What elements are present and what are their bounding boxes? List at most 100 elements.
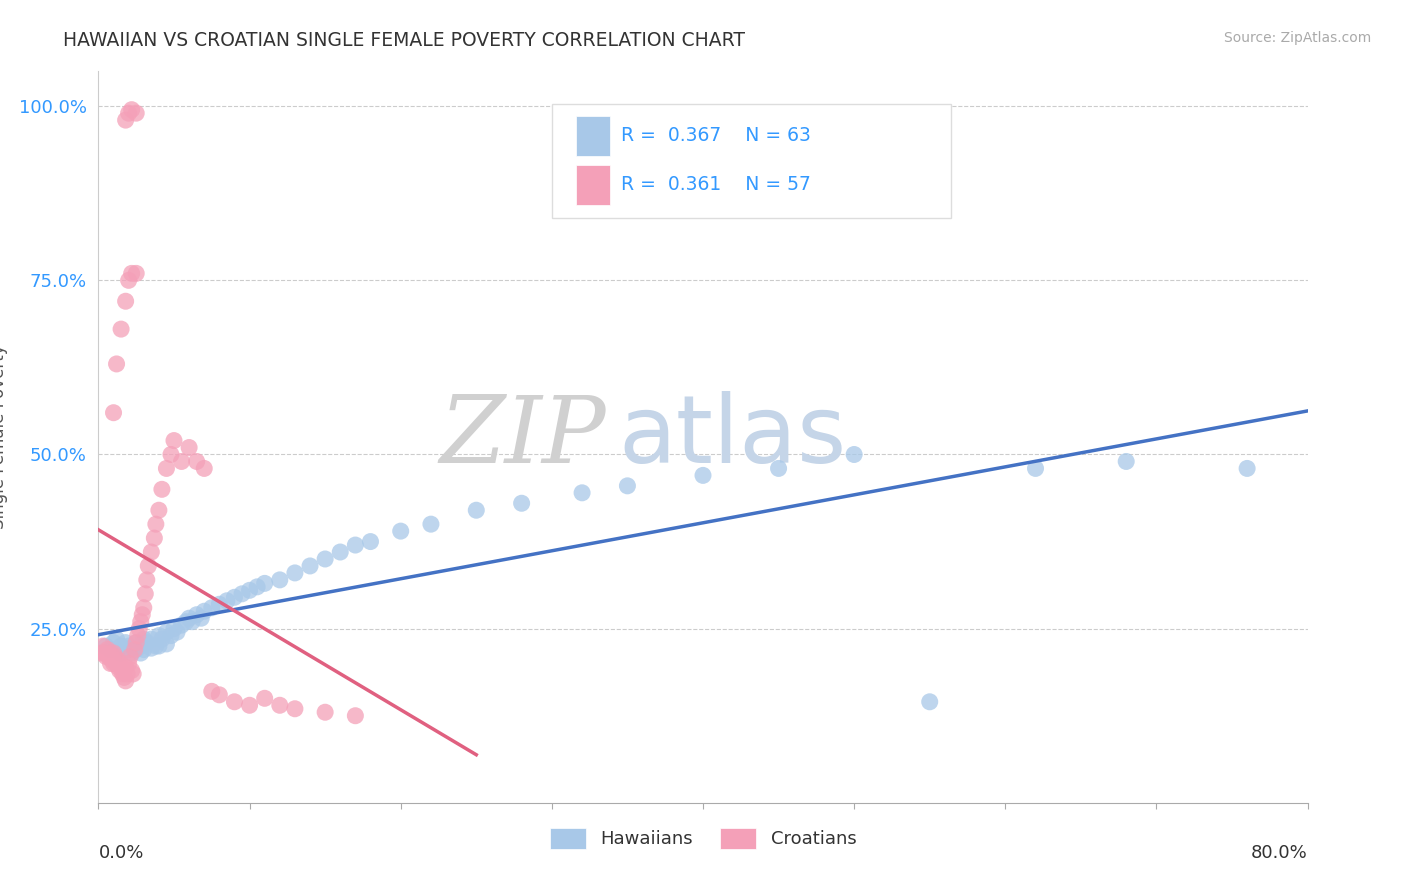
Point: [93, 646, 115, 660]
Point: [103, 657, 125, 671]
Point: [465, 503, 488, 517]
Point: [145, 639, 167, 653]
Point: [103, 635, 125, 649]
Bar: [576, 165, 610, 205]
Point: [170, 618, 193, 632]
Point: [121, 266, 143, 280]
Point: [100, 642, 122, 657]
Text: 80.0%: 80.0%: [1251, 845, 1308, 863]
Point: [104, 649, 127, 664]
Point: [129, 639, 152, 653]
Point: [114, 673, 136, 688]
Point: [128, 622, 150, 636]
Point: [115, 667, 138, 681]
Point: [148, 629, 170, 643]
Point: [231, 587, 253, 601]
Point: [108, 664, 131, 678]
Point: [190, 611, 212, 625]
Point: [246, 580, 269, 594]
Point: [132, 600, 155, 615]
Point: [134, 587, 156, 601]
Point: [124, 642, 146, 657]
Text: R =  0.361    N = 57: R = 0.361 N = 57: [621, 175, 811, 194]
Point: [170, 454, 193, 468]
Point: [253, 576, 276, 591]
Point: [155, 625, 177, 640]
Point: [121, 103, 143, 117]
Point: [111, 667, 134, 681]
Point: [122, 667, 145, 681]
Point: [208, 688, 231, 702]
Point: [110, 660, 132, 674]
Point: [136, 558, 159, 573]
Point: [103, 406, 125, 420]
Point: [91, 639, 114, 653]
Point: [148, 639, 170, 653]
Text: ZIP: ZIP: [440, 392, 606, 482]
Point: [181, 615, 204, 629]
Legend: Hawaiians, Croatians: Hawaiians, Croatians: [543, 821, 863, 856]
Point: [269, 698, 291, 713]
Point: [208, 597, 231, 611]
Point: [201, 600, 224, 615]
Point: [150, 483, 173, 497]
Point: [166, 625, 188, 640]
Point: [616, 479, 638, 493]
Point: [125, 106, 148, 120]
Point: [160, 448, 183, 462]
Point: [105, 657, 128, 671]
Point: [107, 653, 129, 667]
Point: [186, 454, 208, 468]
Point: [155, 637, 177, 651]
Point: [1024, 461, 1046, 475]
Point: [98, 649, 121, 664]
Point: [114, 635, 136, 649]
Point: [193, 604, 215, 618]
Text: Source: ZipAtlas.com: Source: ZipAtlas.com: [1223, 31, 1371, 45]
Point: [125, 642, 148, 657]
Point: [314, 705, 336, 719]
Point: [121, 664, 143, 678]
Point: [120, 649, 142, 664]
Point: [344, 708, 367, 723]
Point: [94, 649, 117, 664]
Point: [145, 517, 167, 532]
Point: [135, 635, 157, 649]
Point: [163, 434, 186, 448]
Point: [110, 639, 132, 653]
Point: [1115, 454, 1137, 468]
Text: HAWAIIAN VS CROATIAN SINGLE FEMALE POVERTY CORRELATION CHART: HAWAIIAN VS CROATIAN SINGLE FEMALE POVER…: [63, 31, 745, 50]
Point: [90, 646, 112, 660]
Point: [269, 573, 291, 587]
Point: [360, 534, 382, 549]
Y-axis label: Single Female Poverty: Single Female Poverty: [0, 345, 7, 529]
Point: [110, 646, 132, 660]
Point: [193, 461, 215, 475]
Point: [105, 632, 128, 646]
Point: [101, 653, 124, 667]
Point: [918, 695, 941, 709]
Point: [131, 607, 153, 622]
Point: [344, 538, 367, 552]
Text: 0.0%: 0.0%: [98, 845, 143, 863]
Point: [141, 632, 163, 646]
Point: [314, 552, 336, 566]
Point: [224, 695, 246, 709]
Point: [186, 607, 208, 622]
Point: [118, 642, 141, 657]
Point: [127, 629, 149, 643]
Point: [239, 583, 262, 598]
Point: [389, 524, 412, 538]
Point: [143, 531, 166, 545]
Point: [284, 566, 307, 580]
FancyBboxPatch shape: [551, 104, 950, 218]
Point: [160, 629, 183, 643]
Point: [132, 632, 155, 646]
Point: [118, 657, 141, 671]
Point: [179, 441, 201, 455]
Point: [155, 461, 177, 475]
Point: [96, 642, 118, 657]
Point: [284, 702, 307, 716]
Text: atlas: atlas: [619, 391, 846, 483]
Point: [100, 657, 122, 671]
